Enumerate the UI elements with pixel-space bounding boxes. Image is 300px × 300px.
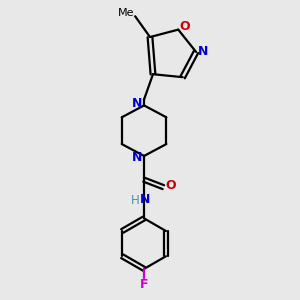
Text: Me: Me	[118, 8, 134, 18]
Text: N: N	[131, 151, 142, 164]
Text: N: N	[198, 45, 209, 58]
Text: N: N	[140, 194, 151, 206]
Text: O: O	[166, 179, 176, 192]
Text: H: H	[131, 194, 140, 207]
Text: F: F	[140, 278, 148, 291]
Text: N: N	[131, 98, 142, 110]
Text: O: O	[179, 20, 190, 33]
